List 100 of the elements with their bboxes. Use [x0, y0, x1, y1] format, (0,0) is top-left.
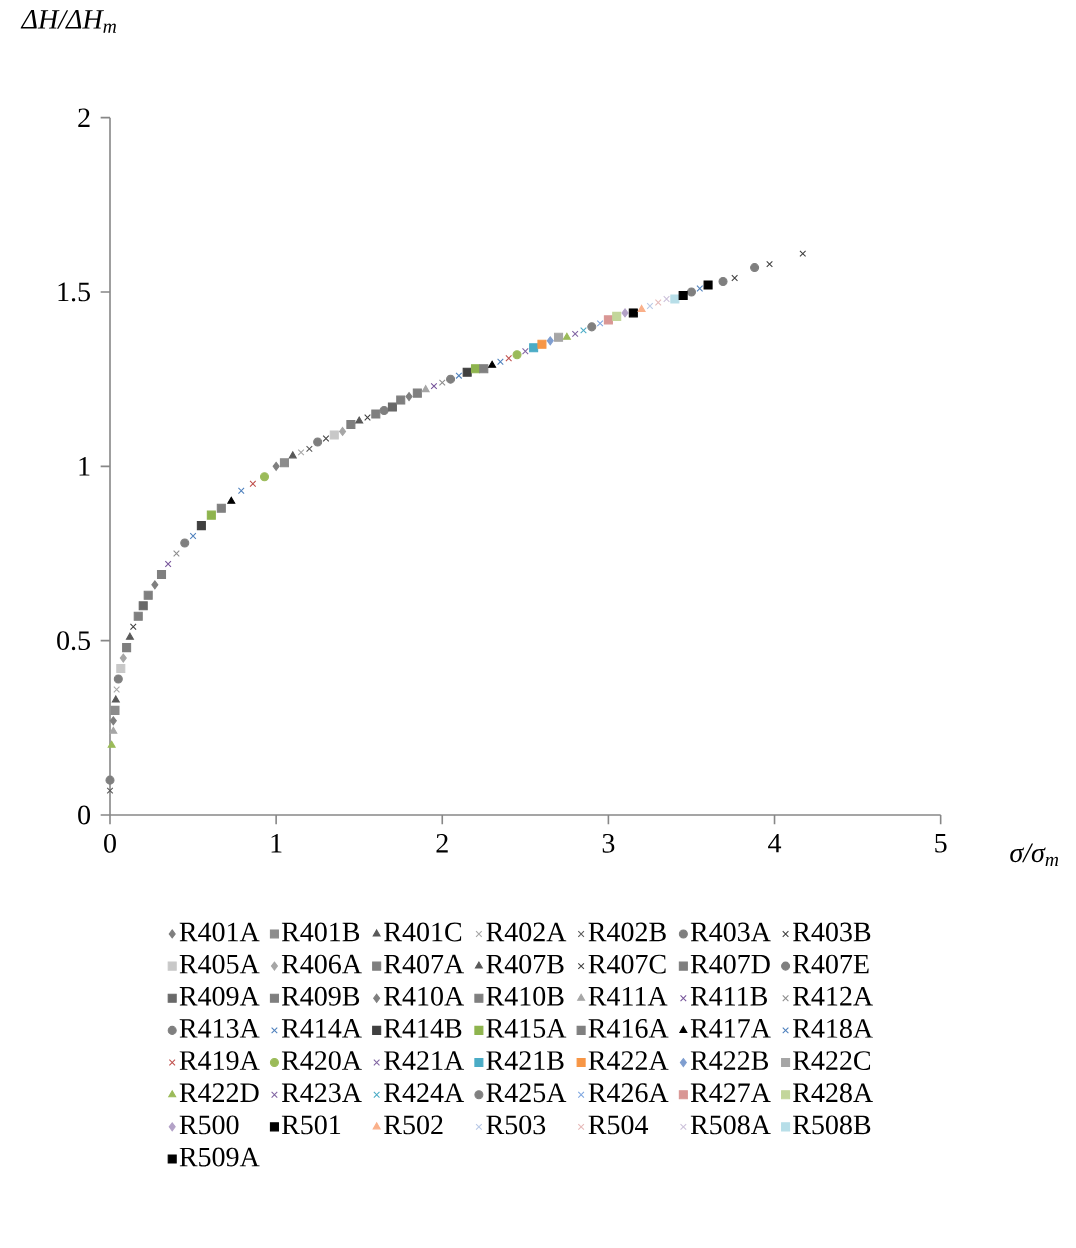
legend-label: R414B — [384, 1019, 462, 1038]
point — [105, 775, 115, 785]
point — [521, 347, 529, 355]
point — [143, 590, 153, 600]
legend-label: R410B — [486, 986, 564, 1006]
point — [479, 364, 489, 374]
point — [119, 653, 127, 663]
legend-label: R411B — [690, 986, 767, 1006]
point — [696, 285, 704, 292]
point — [621, 308, 629, 318]
y-tick-label: 0.5 — [57, 631, 90, 651]
point — [305, 445, 313, 453]
legend-label: R422D — [179, 1083, 259, 1102]
legend-label: R501 — [281, 1115, 341, 1135]
point — [396, 395, 406, 405]
legend-label: R421B — [486, 1051, 564, 1070]
point — [731, 274, 739, 282]
point — [750, 263, 760, 273]
legend-label: R423A — [281, 1083, 362, 1103]
legend-label: R401A — [179, 922, 260, 942]
point — [272, 461, 280, 471]
point — [637, 304, 646, 312]
point — [703, 280, 713, 290]
y-tick-label: 1.5 — [58, 282, 90, 302]
point — [512, 350, 522, 360]
legend-label: R405A — [179, 954, 260, 974]
point — [371, 409, 381, 419]
legend-label: R417A — [690, 1019, 771, 1038]
point — [355, 416, 364, 424]
legend-label: R407A — [384, 954, 465, 974]
point — [670, 294, 680, 304]
point — [421, 385, 430, 393]
x-tick-label: 3 — [602, 833, 615, 853]
point — [122, 643, 132, 653]
point — [113, 686, 121, 693]
x-tick-label: 5 — [935, 833, 947, 853]
legend-label: R422A — [588, 1051, 669, 1070]
legend-label: R416A — [588, 1019, 669, 1038]
legend-label: R508A — [690, 1115, 771, 1135]
point — [329, 430, 339, 440]
legend-label: R421A — [384, 1051, 465, 1070]
point — [505, 354, 513, 362]
legend-label: R407D — [690, 954, 770, 974]
point — [113, 674, 123, 684]
point — [580, 326, 587, 334]
point — [488, 360, 497, 368]
point — [612, 311, 622, 321]
y-tick-label: 1 — [79, 457, 90, 476]
point — [109, 716, 117, 726]
point — [164, 560, 172, 568]
legend-label: R425A — [486, 1083, 567, 1103]
point — [151, 580, 159, 590]
legend-label: R407E — [793, 954, 869, 974]
point — [718, 277, 728, 287]
legend-label: R424A — [384, 1083, 465, 1102]
point — [111, 695, 120, 703]
x-tick-label: 0 — [104, 833, 116, 853]
point — [288, 451, 297, 459]
x-axis-title: σ/σ$_{m}$ — [1010, 843, 1059, 867]
legend-label: R413A — [179, 1019, 260, 1038]
point — [196, 521, 206, 531]
legend-label: R407C — [588, 954, 666, 974]
point — [387, 402, 397, 412]
point — [339, 426, 347, 436]
point — [646, 302, 654, 310]
point — [537, 339, 547, 349]
legend-label: R410A — [384, 986, 465, 1006]
point — [107, 740, 116, 748]
point — [110, 705, 120, 715]
legend-label: R426A — [588, 1083, 669, 1103]
point — [587, 322, 597, 332]
y-tick-label: 2 — [78, 108, 90, 127]
legend-label: R403A — [690, 922, 771, 942]
point — [189, 532, 197, 540]
point — [106, 787, 114, 794]
point — [313, 437, 323, 447]
legend-label: R411A — [588, 986, 668, 1006]
legend-label: R403B — [793, 922, 871, 942]
point — [462, 367, 472, 377]
point — [379, 406, 389, 416]
legend-label: R401C — [384, 922, 462, 942]
point — [430, 382, 438, 390]
y-tick-label: 0 — [78, 805, 91, 825]
point — [628, 308, 638, 318]
point — [156, 569, 167, 579]
point — [180, 538, 190, 548]
legend-label: R409B — [281, 986, 360, 1006]
legend-label: R401B — [281, 922, 360, 942]
point — [571, 330, 579, 338]
x-tick-label: 1 — [271, 833, 282, 853]
point — [663, 295, 670, 303]
legend-label: R422B — [690, 1051, 769, 1070]
point — [497, 358, 504, 366]
point — [206, 510, 216, 520]
legend-label: R409A — [179, 986, 260, 1006]
point — [405, 392, 413, 402]
point — [438, 379, 446, 387]
legend-label: R504 — [588, 1115, 649, 1135]
point — [109, 726, 118, 734]
legend-label: R422C — [793, 1051, 871, 1070]
